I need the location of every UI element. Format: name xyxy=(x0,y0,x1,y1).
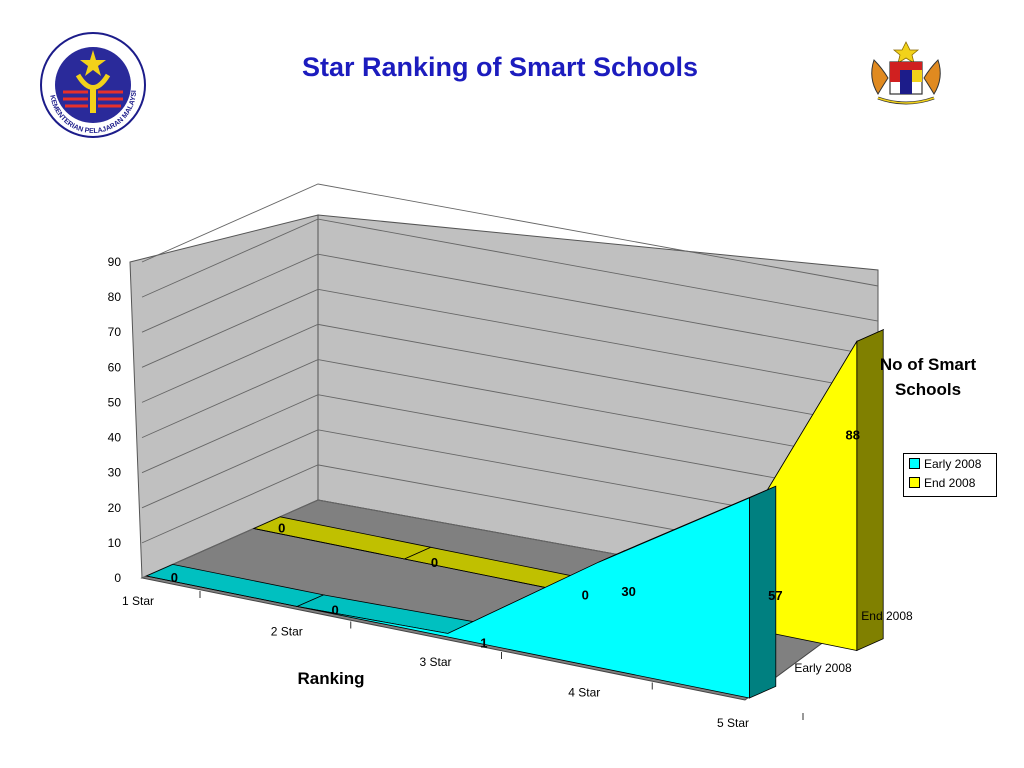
x-tick-label: 1 Star xyxy=(122,594,154,608)
x-tick-label: 5 Star xyxy=(717,716,749,730)
series-early-2008 xyxy=(145,485,777,699)
gridline xyxy=(141,359,879,463)
data-label: 1 xyxy=(480,636,487,651)
gridline xyxy=(141,183,879,287)
gridline xyxy=(141,394,879,498)
x-tick-label: 4 Star xyxy=(568,686,600,700)
gridline xyxy=(141,323,879,427)
series-axis-label: End 2008 xyxy=(861,609,913,623)
y-tick-label: 30 xyxy=(108,466,122,480)
data-label: 88 xyxy=(846,427,860,442)
data-label: 0 xyxy=(431,555,438,570)
x-axis-title: Ranking xyxy=(297,669,364,688)
data-label: 30 xyxy=(621,584,635,599)
legend: Early 2008 End 2008 xyxy=(903,453,997,497)
series-axis: Early 2008 End 2008 xyxy=(794,609,913,675)
gridline xyxy=(141,288,879,392)
y-tick-label: 50 xyxy=(108,395,122,409)
y-tick-label: 10 xyxy=(108,536,122,550)
page-title: Star Ranking of Smart Schools xyxy=(301,52,699,82)
z-axis-title-line1: No of Smart xyxy=(880,355,977,374)
legend-entry: Early 2008 xyxy=(904,454,996,473)
legend-label: End 2008 xyxy=(924,475,976,490)
legend-entry: End 2008 xyxy=(904,473,996,492)
gridline xyxy=(141,218,879,322)
y-axis: 0 10 20 30 40 50 60 70 80 90 xyxy=(108,255,122,585)
coat-of-arms-icon xyxy=(871,41,941,105)
y-tick-label: 60 xyxy=(108,360,122,374)
y-tick-label: 40 xyxy=(108,431,122,445)
series-axis-label: Early 2008 xyxy=(794,661,852,675)
data-label: 0 xyxy=(171,570,178,585)
y-tick-label: 80 xyxy=(108,290,122,304)
data-label: 0 xyxy=(332,603,339,618)
y-tick-label: 0 xyxy=(114,571,121,585)
x-tick-label: 2 Star xyxy=(271,625,303,639)
data-label: 57 xyxy=(768,588,782,603)
z-axis-title-line2: Schools xyxy=(895,380,961,399)
legend-label: Early 2008 xyxy=(924,456,982,471)
data-label: 0 xyxy=(278,520,285,535)
data-label: 0 xyxy=(582,587,589,602)
x-axis: 1 Star 2 Star 3 Star 4 Star 5 Star xyxy=(122,591,804,730)
legend-swatch xyxy=(909,458,920,469)
ministry-crest-icon: KEMENTERIAN PELAJARAN MALAYSIA xyxy=(38,30,146,138)
gridline xyxy=(141,253,879,357)
y-tick-label: 70 xyxy=(108,325,122,339)
area-end-cap xyxy=(856,329,884,652)
data-labels: 0 0 1 30 57 0 0 0 88 xyxy=(171,427,860,650)
y-tick-label: 20 xyxy=(108,501,122,515)
gridlines xyxy=(141,183,879,603)
y-tick-label: 90 xyxy=(108,255,122,269)
gridline xyxy=(141,429,879,533)
x-tick-label: 3 Star xyxy=(419,655,451,669)
area-front-face xyxy=(146,497,750,699)
legend-swatch xyxy=(909,477,920,488)
